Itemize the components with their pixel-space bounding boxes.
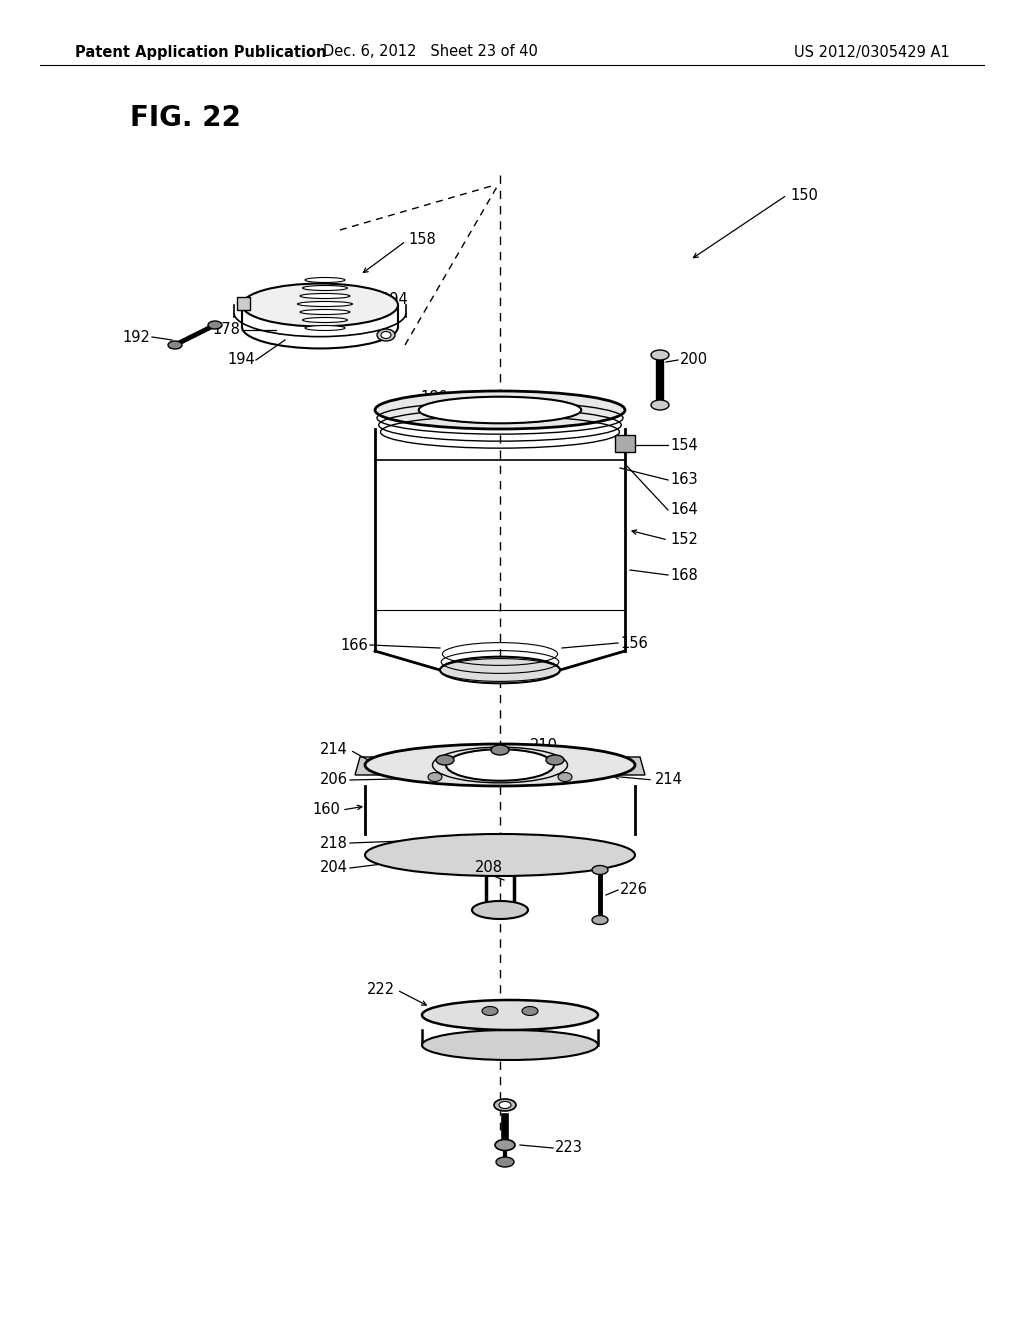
Ellipse shape	[592, 866, 608, 874]
Text: Dec. 6, 2012   Sheet 23 of 40: Dec. 6, 2012 Sheet 23 of 40	[323, 45, 538, 59]
Text: 163: 163	[670, 473, 697, 487]
Ellipse shape	[419, 397, 582, 424]
Text: 178: 178	[212, 322, 240, 338]
Ellipse shape	[305, 277, 345, 282]
Ellipse shape	[381, 331, 391, 338]
Ellipse shape	[298, 301, 352, 306]
Ellipse shape	[365, 744, 635, 785]
Text: 166: 166	[340, 638, 368, 652]
Ellipse shape	[482, 1006, 498, 1015]
Ellipse shape	[490, 744, 509, 755]
Ellipse shape	[651, 400, 669, 411]
Text: 208: 208	[475, 861, 503, 875]
Text: 168: 168	[670, 568, 697, 582]
Ellipse shape	[300, 309, 350, 314]
Ellipse shape	[375, 391, 625, 429]
Ellipse shape	[592, 916, 608, 924]
Ellipse shape	[522, 1006, 538, 1015]
Text: 226: 226	[620, 883, 648, 898]
Ellipse shape	[377, 329, 395, 341]
Polygon shape	[615, 756, 645, 775]
Text: 158: 158	[408, 232, 436, 248]
Text: 210: 210	[530, 738, 558, 754]
Ellipse shape	[300, 293, 350, 298]
Ellipse shape	[302, 318, 347, 322]
Ellipse shape	[440, 657, 560, 684]
Ellipse shape	[428, 772, 442, 781]
Polygon shape	[355, 756, 385, 775]
Ellipse shape	[499, 1101, 511, 1109]
Ellipse shape	[446, 750, 554, 780]
Polygon shape	[615, 436, 635, 451]
Ellipse shape	[208, 321, 222, 329]
Ellipse shape	[302, 285, 347, 290]
Text: 160: 160	[312, 803, 340, 817]
Ellipse shape	[305, 326, 345, 330]
Ellipse shape	[168, 341, 182, 348]
Text: 200: 200	[680, 352, 709, 367]
Ellipse shape	[546, 755, 564, 766]
Text: 194: 194	[227, 352, 255, 367]
Text: 196: 196	[290, 302, 317, 318]
Text: 150: 150	[790, 187, 818, 202]
Text: Patent Application Publication: Patent Application Publication	[75, 45, 327, 59]
Text: 194: 194	[380, 293, 408, 308]
Ellipse shape	[422, 1030, 598, 1060]
Ellipse shape	[472, 902, 528, 919]
Text: 214: 214	[321, 742, 348, 758]
Text: 214: 214	[655, 772, 683, 788]
Text: US 2012/0305429 A1: US 2012/0305429 A1	[795, 45, 950, 59]
Text: 206: 206	[319, 772, 348, 788]
Text: FIG. 22: FIG. 22	[130, 104, 241, 132]
Ellipse shape	[651, 350, 669, 360]
Text: 218: 218	[321, 836, 348, 850]
Text: 223: 223	[555, 1140, 583, 1155]
Text: 222: 222	[367, 982, 395, 998]
Text: 154: 154	[670, 437, 697, 453]
Ellipse shape	[494, 1100, 516, 1111]
Text: 156: 156	[620, 635, 648, 651]
Ellipse shape	[558, 772, 572, 781]
Text: 152: 152	[670, 532, 698, 548]
Ellipse shape	[422, 1001, 598, 1030]
Text: 204: 204	[319, 861, 348, 875]
Polygon shape	[237, 297, 250, 310]
Text: 192: 192	[122, 330, 150, 345]
Ellipse shape	[242, 284, 398, 326]
Ellipse shape	[365, 834, 635, 876]
Ellipse shape	[496, 1158, 514, 1167]
Ellipse shape	[495, 1139, 515, 1151]
Text: 180: 180	[420, 391, 449, 405]
Ellipse shape	[436, 755, 454, 766]
Text: 164: 164	[670, 503, 697, 517]
